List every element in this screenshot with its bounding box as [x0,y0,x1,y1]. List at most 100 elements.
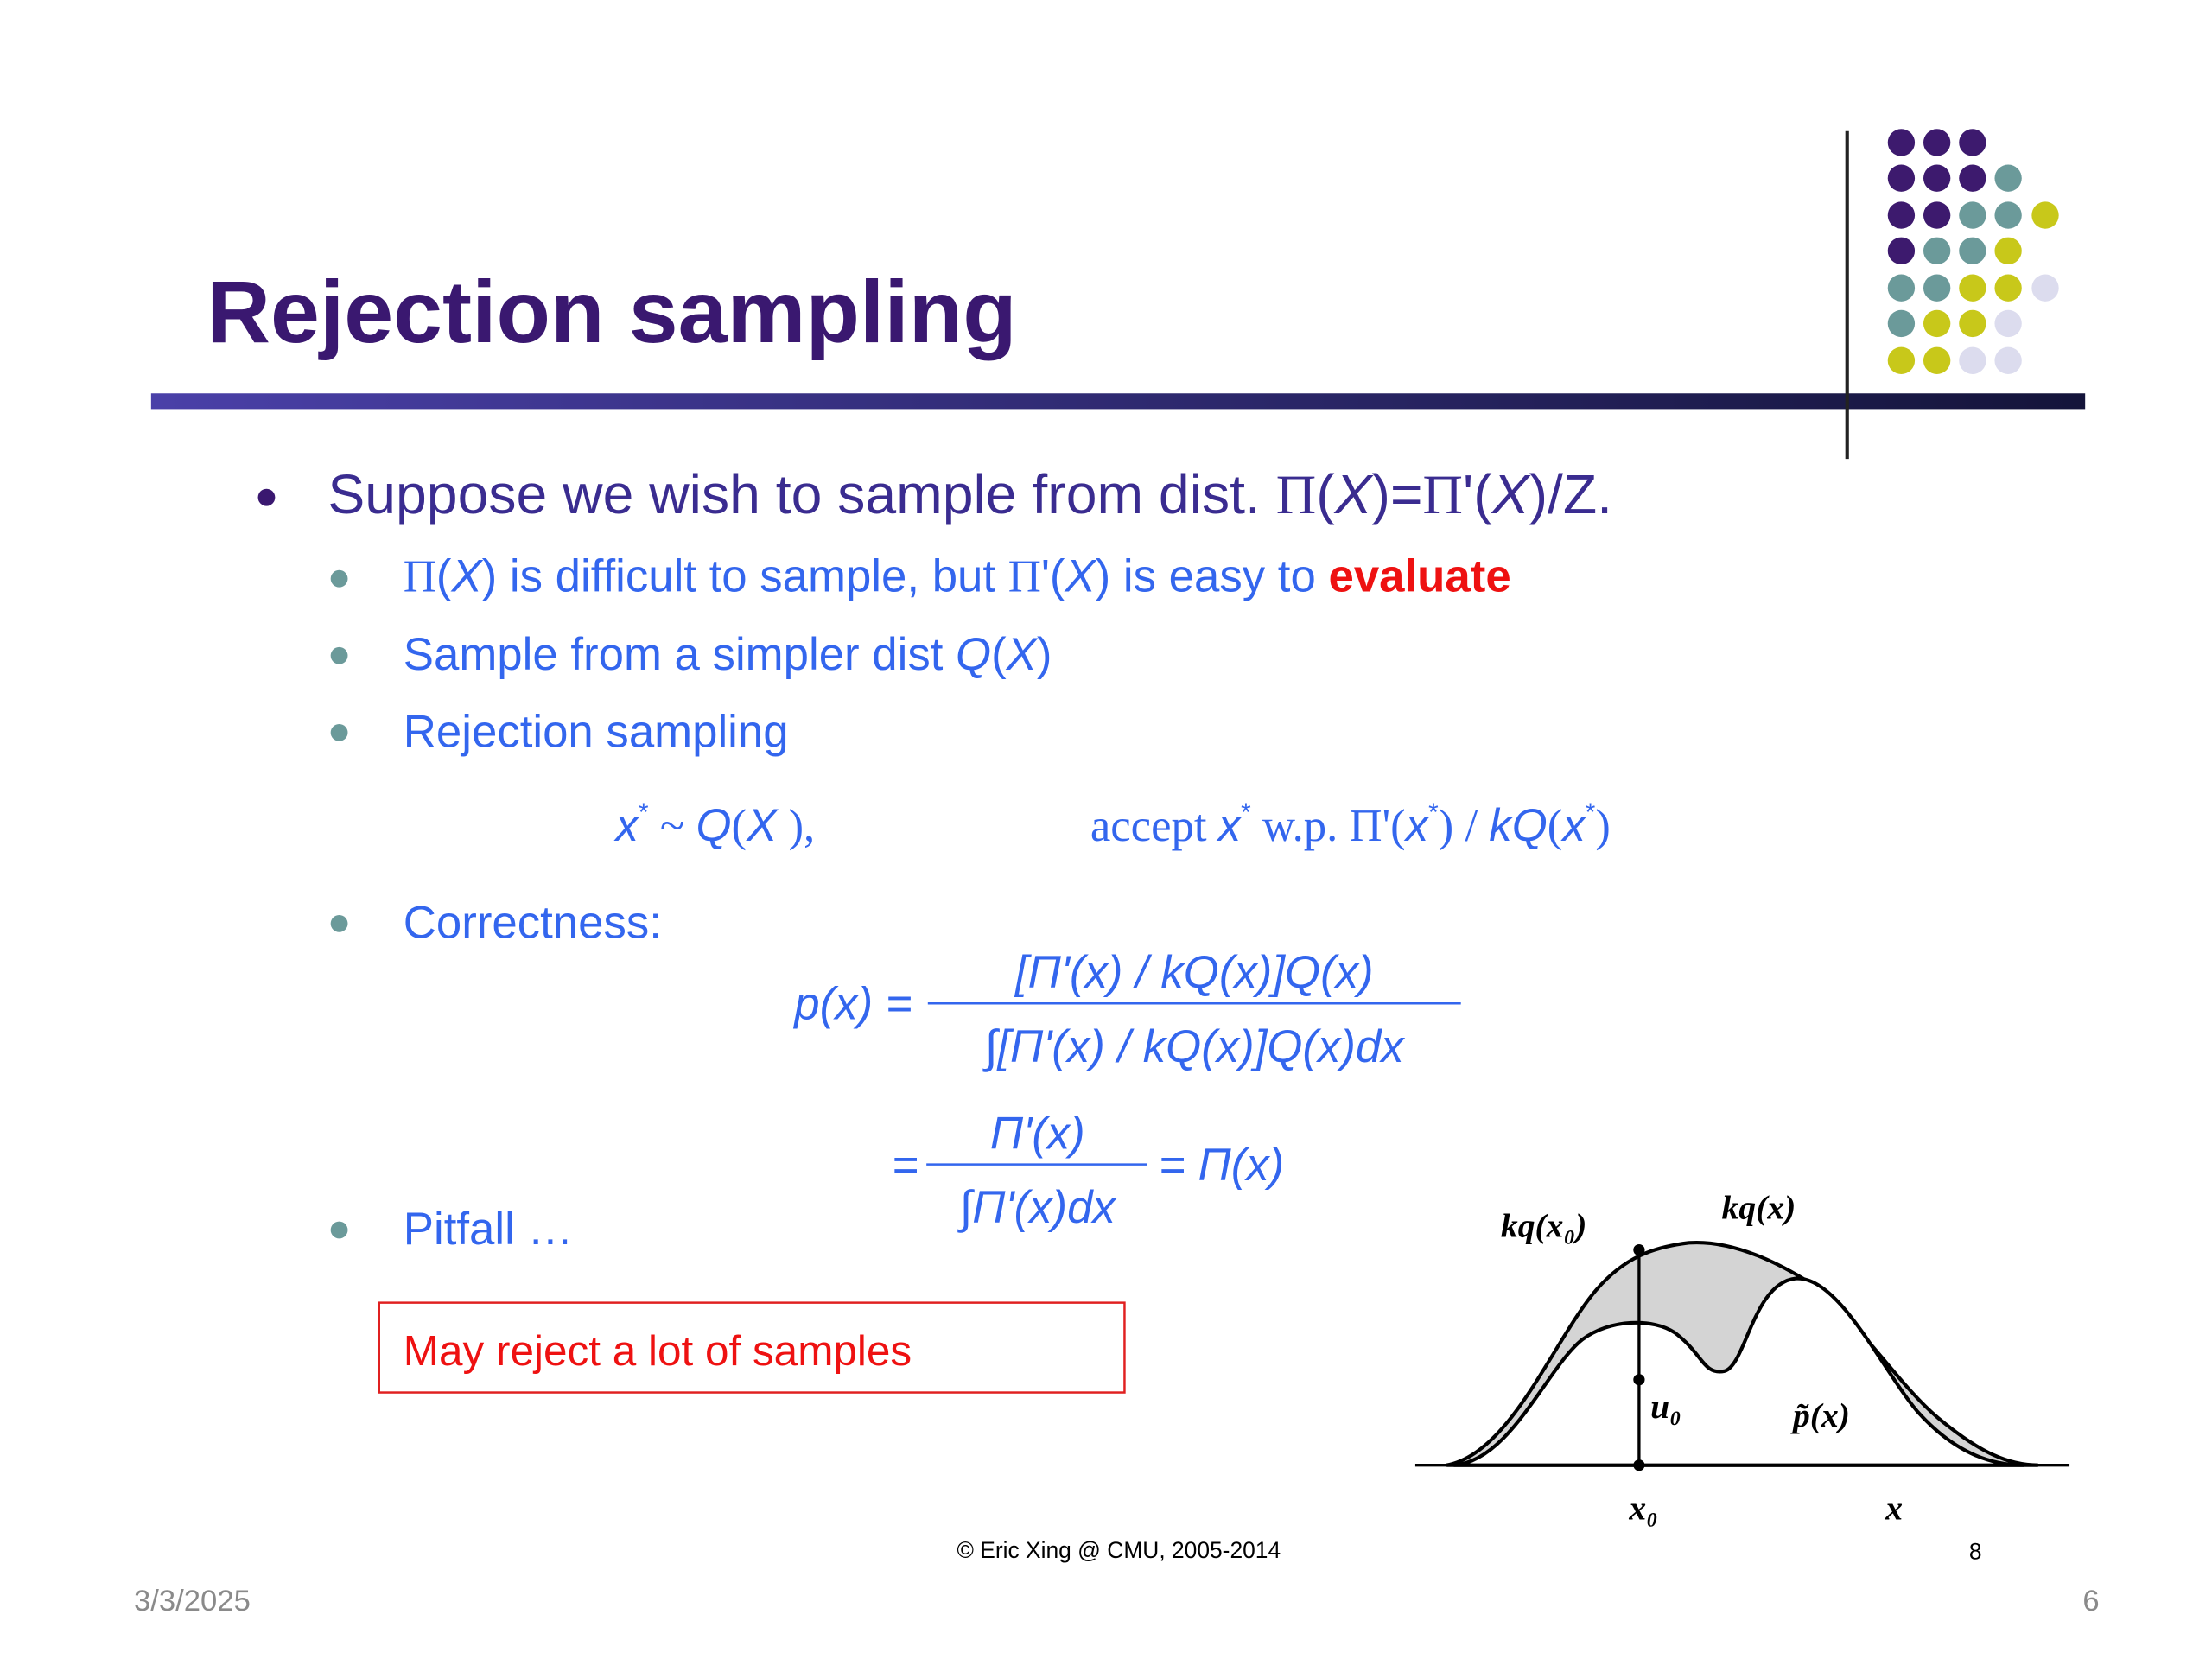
point [1633,1244,1645,1256]
dot [1923,237,1951,264]
slide-title: Rejection sampling [207,262,1016,361]
dot [1994,309,2022,338]
sub-bullet: Π(X) is difficult to sample, but Π'(X) i… [404,551,1511,602]
text: ( [991,629,1007,680]
text: ) / [1439,801,1490,851]
text: ( [732,801,747,851]
dot [1959,237,1986,264]
dot [1959,201,1986,229]
date: 3/3/2025 [134,1585,251,1618]
text: Suppose we wish to sample from dist. [327,463,1275,525]
bullet [257,488,276,506]
dot [1923,129,1951,156]
text: X [1006,629,1039,680]
dot [2031,201,2059,229]
text: )/Z. [1529,463,1612,525]
bullet [330,723,348,741]
dot [1887,129,1916,156]
credit: © Eric Xing @ CMU, 2005-2014 [957,1537,1281,1563]
formula: accept x* w.p. Π'(x*) / kQ(x*) [1090,798,1611,851]
dot [1923,274,1951,302]
point [1633,1459,1645,1471]
text: ( [1050,551,1065,602]
dot [1959,346,1986,374]
dot [1887,164,1916,192]
text: ( [1473,463,1492,525]
text: ~ [649,801,696,851]
target-curve [1453,1276,2024,1467]
text: kQ [1489,800,1547,851]
formula: x* ~ Q(X ), [613,798,816,851]
sub-bullet: Pitfall … [404,1204,573,1255]
text: x [1403,800,1430,851]
text: ( [1548,801,1563,851]
dot [1887,346,1916,374]
dot [2031,274,2059,302]
text: Π [1423,464,1463,525]
text: ) [1037,629,1052,680]
dot [1994,346,2022,374]
figure: kq(x₀) kq(x) u₀ p̃(x) x₀ x [1414,1188,2070,1527]
figure-label: p̃(x) [1790,1396,1850,1434]
text: * [1241,798,1251,827]
bullet [330,569,348,588]
formula: = Π(x) [1159,1140,1284,1191]
text: ), [777,801,815,851]
dot [1887,274,1916,302]
text: Q [956,629,991,680]
text: ( [1316,463,1335,525]
dot [1959,309,1986,338]
bullet [330,646,348,664]
dot [1994,164,2022,192]
page-number: 6 [2082,1585,2099,1618]
text: Π [404,552,436,602]
text: X [1064,551,1096,602]
dot [1923,201,1951,229]
text: ) is difficult to sample, but [482,551,1008,602]
text: Q [696,800,731,851]
dot [1959,274,1986,302]
text: x [1216,800,1243,851]
formula: Π'(x) [990,1108,1085,1159]
emphasis: evaluate [1328,551,1510,602]
callout-text: May reject a lot of samples [404,1327,912,1375]
title-bar [150,393,2086,410]
text: X [746,800,779,851]
text: w.p. Π'( [1251,801,1406,851]
figure-label: kq(x₀) [1501,1207,1587,1245]
text: X [450,551,483,602]
dot [1923,164,1951,192]
text: ) [1595,801,1611,851]
bullet [330,914,348,932]
point [1633,1374,1645,1386]
text: ) is easy to [1096,551,1329,602]
text: X [1333,463,1374,525]
dot [1887,201,1916,229]
formula: p(x) = [792,978,912,1029]
figure-label: u₀ [1650,1388,1681,1426]
text: X [1491,463,1531,525]
dot [1994,237,2022,264]
callout-box [378,1301,1126,1394]
figure-label: kq(x) [1722,1188,1796,1226]
text: ' [1463,463,1473,525]
formula: = [892,1140,918,1191]
main-bullet: Suppose we wish to sample from dist. Π(X… [327,463,1612,525]
text: x [1560,800,1586,851]
text: Π [1276,464,1316,525]
bullet [330,1221,348,1239]
text: ' [1041,551,1050,602]
dot [1959,129,1986,156]
dot [1994,201,2022,229]
dot [1923,309,1951,338]
text: * [1586,798,1596,827]
text: accept [1090,801,1218,851]
source-page: 8 [1969,1539,1982,1565]
text: Π [1008,552,1041,602]
text: Sample from a simpler dist [404,629,956,680]
figure-label: x₀ [1628,1489,1658,1527]
text: x [613,800,640,851]
text: ( [436,551,452,602]
sub-bullet: Correctness: [404,897,662,948]
